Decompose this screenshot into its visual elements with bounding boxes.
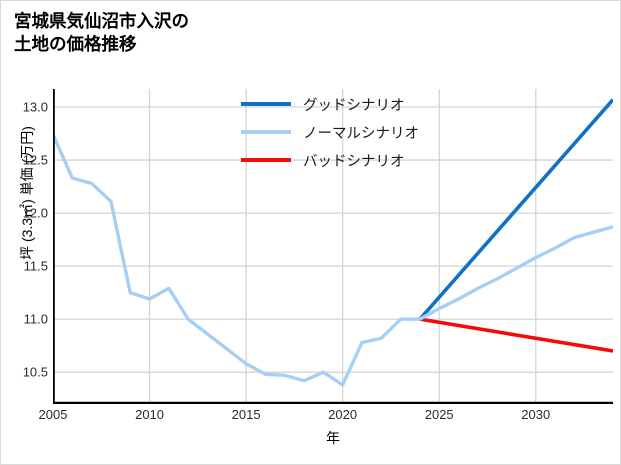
series-lines (53, 98, 613, 387)
vertical-gridlines (53, 89, 537, 404)
series-line (419, 317, 613, 353)
plot-svg (53, 89, 613, 404)
x-tick-label: 2010 (135, 407, 165, 422)
x-tick-label: 2005 (38, 407, 68, 422)
x-tick-label: 2015 (231, 407, 261, 422)
legend-item-bad: バッドシナリオ (241, 146, 471, 174)
x-axis-tick-labels: 2005 2010 2015 2020 2025 2030 (39, 407, 613, 427)
legend-swatch-good-icon (241, 102, 291, 106)
legend-item-normal: ノーマルシナリオ (241, 118, 471, 146)
legend-swatch-bad-icon (241, 158, 291, 162)
x-tick-label: 2020 (328, 407, 358, 422)
legend-label-bad: バッドシナリオ (303, 153, 405, 170)
horizontal-gridlines (53, 106, 613, 373)
y-tick-label: 11.0 (23, 311, 48, 327)
legend-item-good: グッドシナリオ (241, 90, 471, 118)
y-tick-label: 11.5 (23, 258, 48, 274)
x-tick-label: 2025 (424, 407, 454, 422)
legend-label-good: グッドシナリオ (303, 97, 405, 114)
legend-label-normal: ノーマルシナリオ (303, 125, 419, 142)
series-line (418, 98, 613, 321)
page-title: 宮城県気仙沼市入沢の 土地の価格推移 (14, 11, 189, 55)
chart-legend: グッドシナリオ ノーマルシナリオ バッドシナリオ (241, 90, 471, 174)
y-tick-label: 13.0 (22, 99, 48, 115)
x-tick-label: 2030 (521, 407, 551, 422)
y-tick-label: 12.5 (22, 152, 48, 168)
series-line (53, 133, 613, 387)
y-tick-label: 10.5 (22, 364, 48, 380)
x-axis-label: 年 (326, 430, 340, 446)
y-axis-tick-labels: 10.5 11.0 11.5 12.0 12.5 13.0 (1, 89, 48, 404)
legend-swatch-normal-icon (241, 130, 291, 134)
plot-area (53, 89, 613, 404)
y-tick-label: 12.0 (22, 205, 48, 221)
